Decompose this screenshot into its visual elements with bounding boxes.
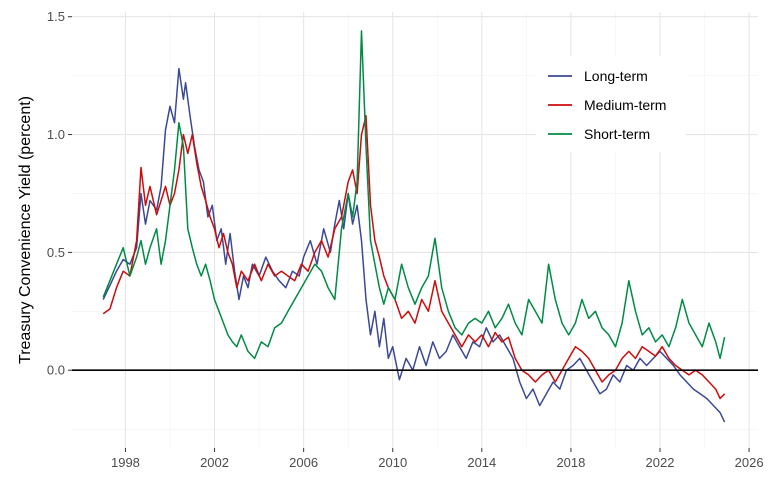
x-tick-label: 2026 (735, 455, 764, 470)
x-tick-label: 2014 (467, 455, 496, 470)
y-axis-title: Treasury Convenience Yield (percent) (17, 96, 34, 364)
legend-label-medium-term: Medium-term (584, 97, 666, 113)
y-tick-label: 0.0 (47, 363, 65, 378)
series-line-medium-term (102, 114, 726, 400)
legend-label-long-term: Long-term (584, 68, 648, 84)
legend-box (536, 56, 686, 152)
x-tick-label: 2018 (556, 455, 585, 470)
x-tick-label: 1998 (111, 455, 140, 470)
y-tick-label: 1.5 (47, 9, 65, 24)
x-tick-label: 2010 (378, 455, 407, 470)
x-axis: 1998 2002 2006 2010 2014 2018 2022 2026 (111, 448, 764, 470)
legend-label-short-term: Short-term (584, 126, 650, 142)
y-tick-label: 1.0 (47, 127, 65, 142)
x-tick-label: 2002 (200, 455, 229, 470)
x-tick-label: 2022 (646, 455, 675, 470)
legend: Long-term Medium-term Short-term (536, 56, 686, 152)
y-tick-label: 0.5 (47, 245, 65, 260)
y-axis: 0.0 0.5 1.0 1.5 (47, 9, 72, 378)
series-layer (102, 30, 726, 423)
series-line-short-term (102, 30, 726, 360)
x-tick-label: 2006 (289, 455, 318, 470)
